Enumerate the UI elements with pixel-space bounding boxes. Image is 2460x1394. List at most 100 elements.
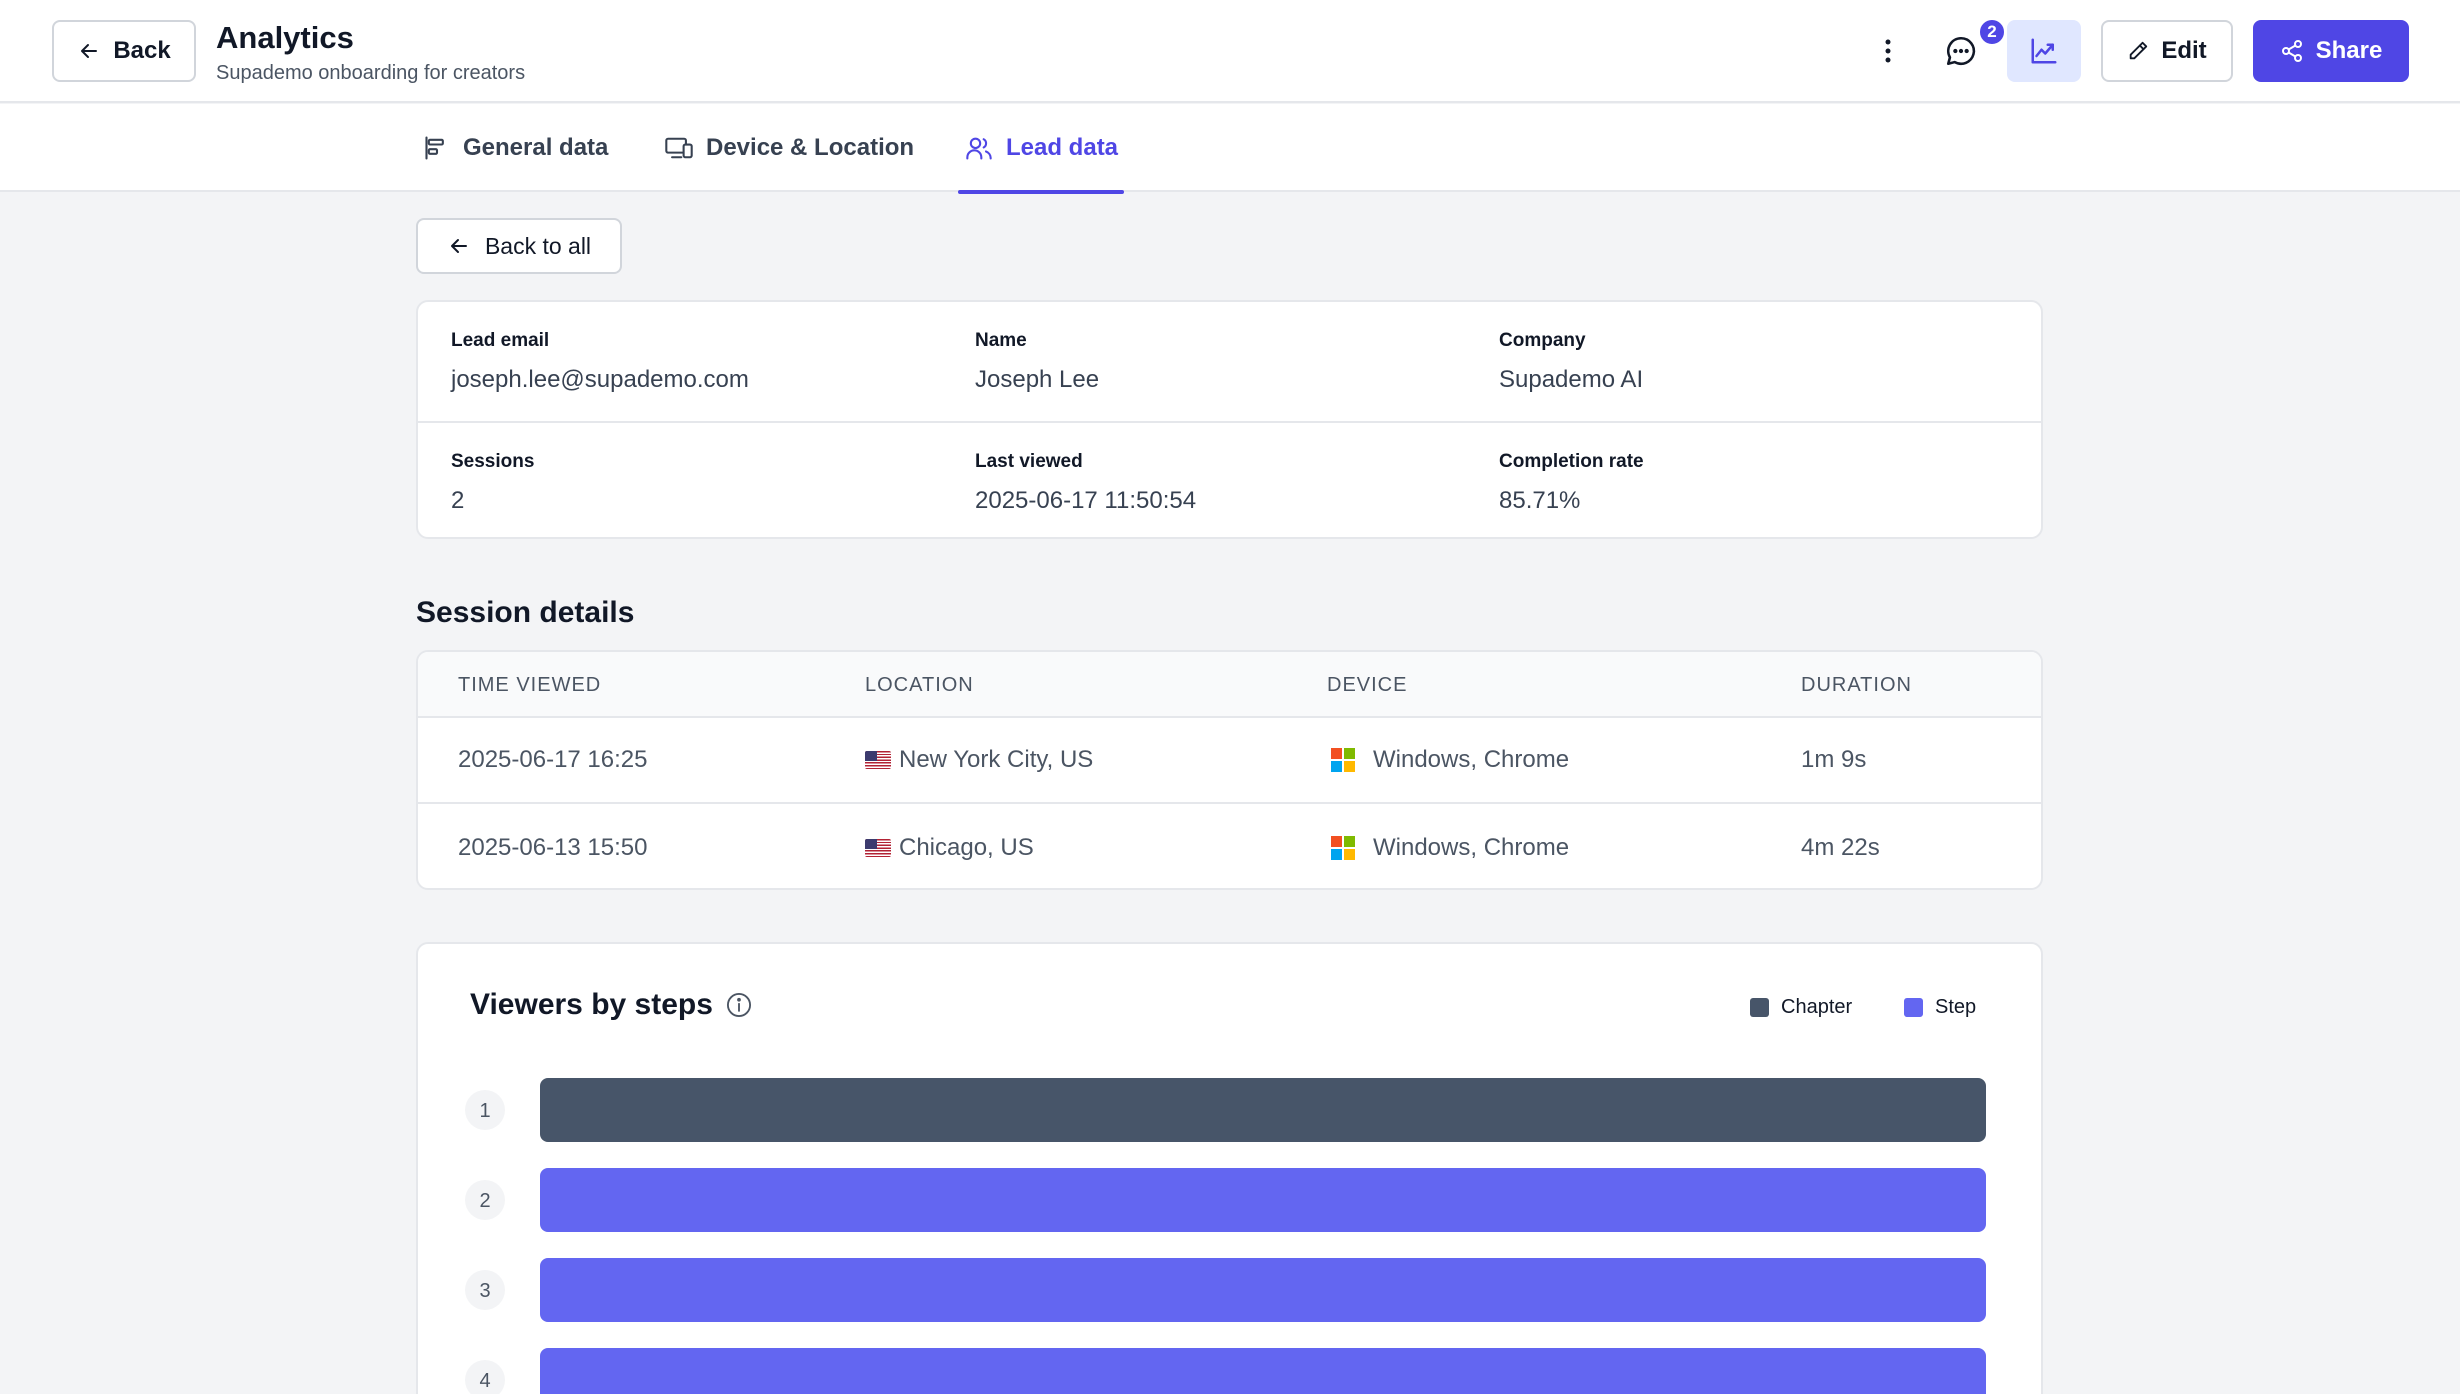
table-header: TIME VIEWED LOCATION DEVICE DURATION [418,652,2041,718]
step-index-badge [465,1360,505,1394]
chart-title: Viewers by steps [470,988,753,1022]
step-bar[interactable] [540,1258,1986,1322]
device-text: Windows, Chrome [1373,746,1570,773]
session-details-title: Session details [416,596,635,629]
tab-label: Device & Location [706,134,915,161]
tab-lead-data[interactable]: Lead data [957,104,1125,194]
location-cell: New York City, US [865,746,1093,774]
lead-company-field: Company Supademo AI [1499,330,1643,394]
title-block: Analytics Supademo onboarding for creato… [216,20,525,85]
chart-title-text: Viewers by steps [470,988,713,1021]
lead-stats-row: Sessions 2 Last viewed 2025-06-17 11:50:… [418,421,2041,539]
legend-item-step: Step [1904,996,1976,1019]
comments-button[interactable] [1944,28,1984,72]
back-to-all-button[interactable]: Back to all [416,218,622,274]
tab-general-data[interactable]: General data [423,104,608,192]
us-flag-icon [865,839,891,857]
step-bar[interactable] [540,1168,1986,1232]
users-icon [966,137,992,160]
info-icon[interactable] [725,991,753,1019]
tab-device-location[interactable]: Device & Location [664,104,914,192]
arrow-left-icon [81,44,98,58]
step-bar[interactable] [540,1348,1986,1394]
step-index-label: 1 [479,1100,490,1122]
trending-chart-icon [2031,38,2057,64]
tab-bar: General data Device & Location Lead data [0,104,2460,194]
duration-cell: 4m 22s [1801,834,1880,861]
table-row[interactable]: 2025-06-17 16:25 New York City, US Windo… [418,718,2041,804]
arrow-left-icon [450,239,467,253]
sessions-field: Sessions 2 [451,451,534,515]
devices-icon [665,137,693,159]
table-row[interactable]: 2025-06-13 15:50 Chicago, US Windows, Ch… [418,806,2041,888]
time-viewed-cell: 2025-06-17 16:25 [458,746,648,773]
sessions-label: Sessions [451,451,535,472]
lead-name-field: Name Joseph Lee [975,330,1099,394]
legend-swatch-chapter [1750,998,1769,1017]
location-text: Chicago, US [899,834,1034,861]
page-title: Analytics [216,20,354,55]
windows-icon [1331,836,1355,860]
legend-swatch-step [1904,998,1923,1017]
device-text: Windows, Chrome [1373,834,1570,861]
last-viewed-label: Last viewed [975,451,1083,472]
share-icon [2281,40,2302,62]
location-text: New York City, US [899,746,1094,773]
column-header-time-viewed[interactable]: TIME VIEWED [458,674,602,696]
lead-company-label: Company [1499,330,1586,351]
column-header-location[interactable]: LOCATION [865,674,974,696]
edit-button[interactable]: Edit [2101,20,2233,82]
last-viewed-field: Last viewed 2025-06-17 11:50:54 [975,451,1196,515]
analytics-button[interactable] [2007,20,2081,82]
step-index-badge [465,1180,505,1220]
tab-label: Lead data [1006,134,1119,161]
share-button-label: Share [2315,37,2383,64]
time-viewed-cell: 2025-06-13 15:50 [458,834,648,861]
lead-name-label: Name [975,330,1027,351]
step-index-badge [465,1270,505,1310]
column-header-duration[interactable]: DURATION [1801,674,1912,696]
completion-rate-label: Completion rate [1499,451,1644,472]
bar-chart-horizontal-icon [425,136,444,160]
back-to-all-label: Back to all [484,232,592,259]
device-cell: Windows, Chrome [1331,834,1569,862]
step-index-label: 2 [479,1190,490,1212]
last-viewed-value: 2025-06-17 11:50:54 [975,487,1197,514]
step-index-label: 3 [479,1280,490,1302]
lead-company-value: Supademo AI [1499,366,1644,393]
tab-label: General data [463,134,609,161]
step-index-badge [465,1090,505,1130]
pencil-icon [2130,41,2148,60]
sessions-value: 2 [451,487,465,514]
page-subtitle: Supademo onboarding for creators [216,62,526,84]
viewers-by-steps-card: Viewers by steps Chapter Step 1 2 3 4 [416,942,2043,1394]
back-button[interactable]: Back [52,20,196,82]
column-header-device[interactable]: DEVICE [1327,674,1408,696]
lead-email-field: Lead email joseph.lee@supademo.com [451,330,749,394]
session-details-table: TIME VIEWED LOCATION DEVICE DURATION 202… [416,650,2043,890]
location-cell: Chicago, US [865,834,1034,862]
windows-icon [1331,748,1355,772]
top-bar: Back Analytics Supademo onboarding for c… [0,0,2460,103]
us-flag-icon [865,751,891,769]
lead-info-row: Lead email joseph.lee@supademo.com Name … [418,302,2041,420]
completion-rate-field: Completion rate 85.71% [1499,451,1644,515]
step-bar[interactable] [540,1078,1986,1142]
back-button-label: Back [113,37,171,64]
legend-label-step: Step [1935,996,1977,1018]
completion-rate-value: 85.71% [1499,487,1581,514]
chat-bubble-icon [1946,36,1976,66]
legend-item-chapter: Chapter [1750,996,1852,1019]
lead-email-value: joseph.lee@supademo.com [451,366,749,393]
comment-count-badge: 2 [1978,18,2006,46]
legend-label-chapter: Chapter [1781,996,1853,1018]
lead-name-value: Joseph Lee [975,366,1100,393]
edit-button-label: Edit [2161,37,2207,64]
share-button[interactable]: Share [2253,20,2409,82]
lead-info-card: Lead email joseph.lee@supademo.com Name … [416,300,2043,539]
device-cell: Windows, Chrome [1331,746,1569,774]
more-vertical-icon[interactable] [1872,32,1904,70]
duration-cell: 1m 9s [1801,746,1867,773]
viewers-by-steps-chart: 1 2 3 4 [465,1078,1986,1394]
step-index-label: 4 [479,1370,490,1392]
